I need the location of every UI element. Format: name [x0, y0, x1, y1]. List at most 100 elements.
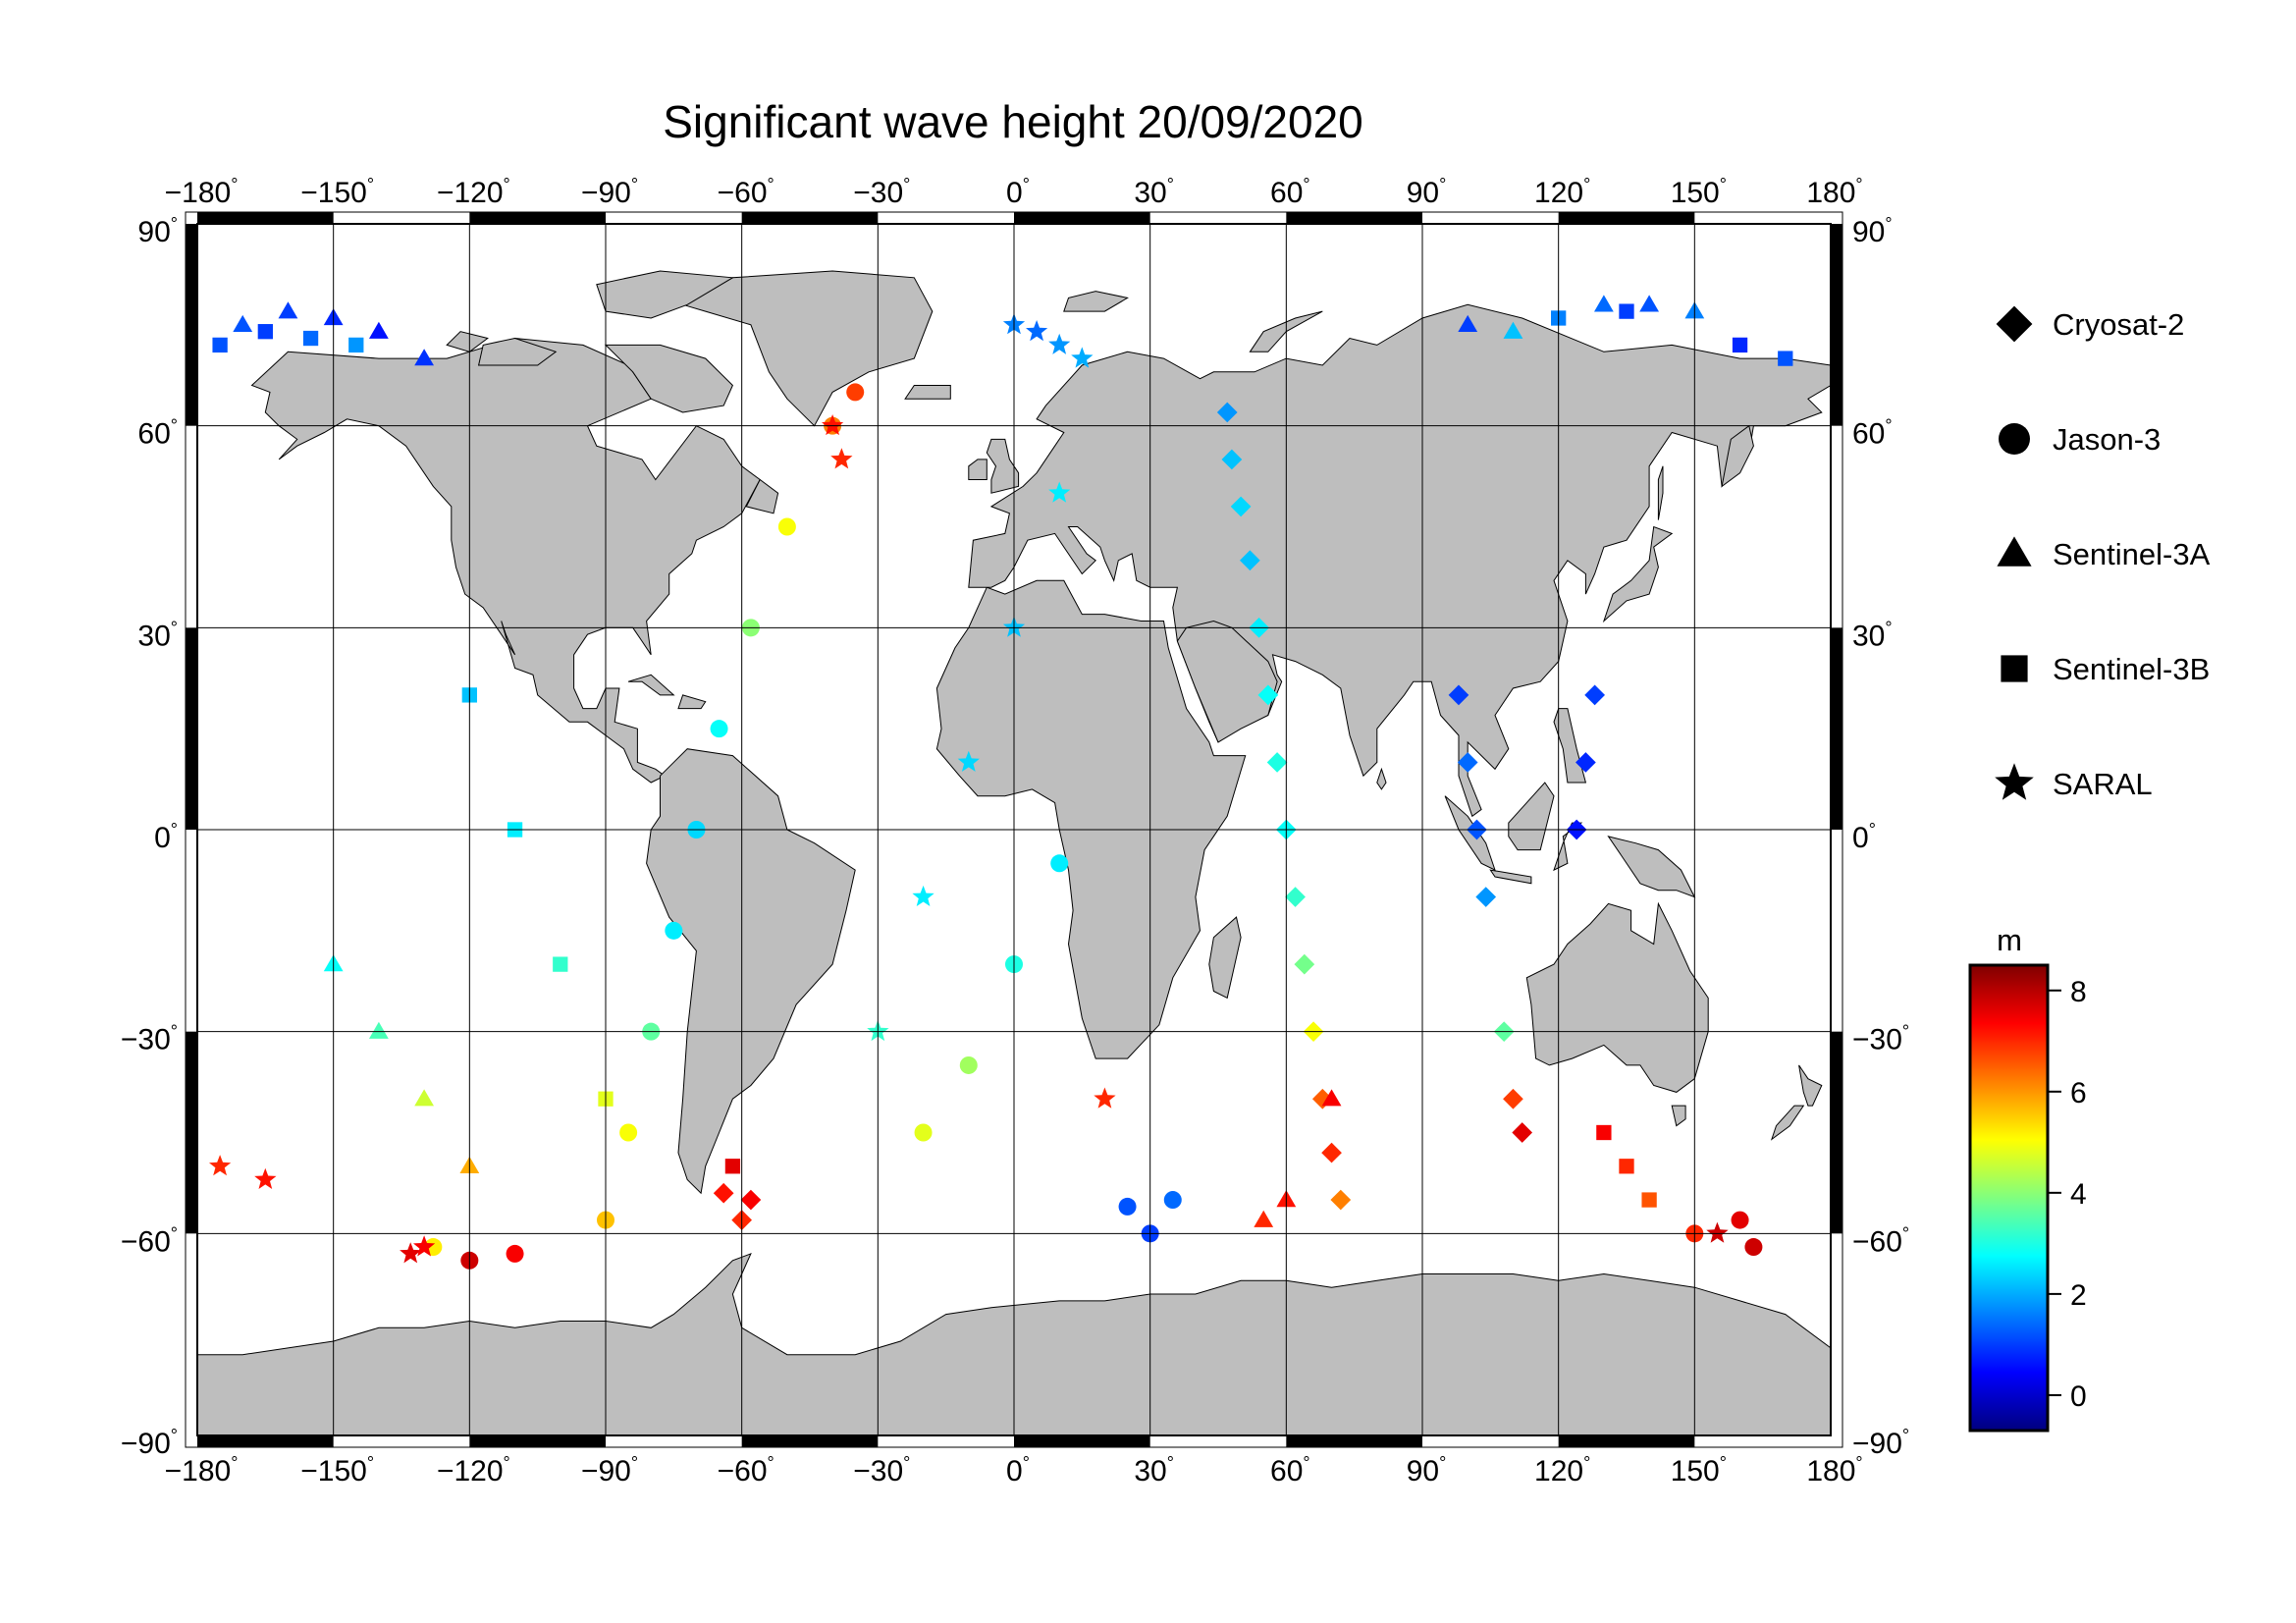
wave-height-point — [233, 314, 253, 333]
y-tick-label-right: 90° — [1852, 214, 1893, 248]
north-america-landmass — [250, 337, 761, 784]
wave-height-point — [302, 330, 319, 347]
wave-height-point — [957, 750, 980, 772]
wave-height-point — [1026, 320, 1048, 342]
altimeter-tracks — [209, 295, 1793, 1270]
y-tick-label-right: −30° — [1852, 1022, 1909, 1056]
x-tick-label-top: 150° — [1671, 175, 1727, 209]
wave-height-point — [1503, 321, 1523, 339]
wave-height-point — [1221, 449, 1243, 470]
legend-label: SARAL — [2053, 767, 2153, 801]
y-tick-label-left: 30° — [137, 618, 178, 652]
wave-height-point — [912, 885, 934, 906]
series-cryosat-2 — [713, 402, 1605, 1230]
wave-height-point — [1240, 550, 1260, 571]
y-tick-label-left: 90° — [137, 214, 178, 248]
x-tick-label-bottom: −90° — [581, 1453, 638, 1488]
new-zealand-south-landmass — [1770, 1105, 1805, 1141]
y-tick-label-right: 30° — [1852, 618, 1893, 652]
wave-height-point — [1778, 351, 1793, 366]
wave-height-point — [1048, 333, 1071, 354]
wave-height-point — [777, 517, 796, 536]
legend-label: Jason-3 — [2053, 422, 2161, 457]
wave-height-point — [1503, 1088, 1523, 1109]
tasmania-landmass — [1671, 1105, 1686, 1127]
wave-height-point — [740, 1189, 762, 1211]
hispaniola-landmass — [677, 694, 707, 710]
sri-lanka-landmass — [1376, 767, 1387, 790]
series-saral — [209, 313, 1729, 1264]
wave-height-point — [1512, 1122, 1533, 1143]
series-jason-3 — [424, 383, 1763, 1270]
x-tick-label-top: −90° — [581, 175, 638, 209]
wave-height-point — [959, 1055, 978, 1074]
wave-height-point — [1596, 1124, 1612, 1141]
wave-height-point — [1163, 1191, 1182, 1210]
wave-height-point — [348, 337, 364, 353]
legend-label: Sentinel-3B — [2053, 652, 2210, 686]
wave-height-point — [506, 1244, 524, 1263]
wave-height-point — [553, 956, 568, 972]
frame-segment-bottom — [197, 1435, 334, 1447]
sakhalin-landmass — [1657, 465, 1664, 520]
wave-height-point — [1330, 1189, 1352, 1211]
frame-segment-top — [1558, 212, 1695, 224]
wave-height-point — [1266, 752, 1288, 773]
sulawesi-landmass — [1553, 822, 1583, 872]
circle-icon — [1999, 423, 2030, 455]
wave-height-point — [724, 1159, 741, 1174]
frame-segment-bottom — [741, 1435, 879, 1447]
ireland-landmass — [968, 459, 988, 480]
x-tick-label-top: −180° — [165, 175, 239, 209]
legend-label: Sentinel-3A — [2053, 537, 2211, 571]
wave-height-point — [619, 1123, 638, 1142]
colorbar-ticks: 8 6 4 2 0 — [2048, 976, 2087, 1413]
x-tick-label-bottom: 60° — [1270, 1453, 1310, 1488]
java-landmass — [1489, 869, 1532, 885]
newfoundland-landmass — [745, 478, 779, 514]
wave-height-point — [254, 1167, 277, 1189]
new-zealand-north-landmass — [1798, 1064, 1823, 1107]
y-tick-label-left: −90° — [121, 1426, 178, 1460]
map-panel: −180° −180° −150° −150° −120° −120° −90° −90° −6… — [121, 175, 1909, 1488]
x-tick-label-bottom: −60° — [718, 1453, 774, 1488]
wave-height-point — [278, 301, 298, 319]
x-tick-label-bottom: −30° — [853, 1453, 910, 1488]
wave-height-point — [1731, 1211, 1749, 1229]
legend-item-jason-3: Jason-3 — [1999, 422, 2161, 457]
wave-height-point — [1230, 496, 1252, 517]
x-tick-label-top: 60° — [1270, 175, 1310, 209]
wave-height-point — [710, 720, 728, 738]
iceland-landmass — [904, 385, 951, 400]
svalbard-landmass — [1063, 291, 1129, 312]
wave-height-point — [1254, 1210, 1274, 1227]
frame-segment-bottom — [1014, 1435, 1150, 1447]
triangle-icon — [1997, 536, 2032, 567]
outer-frame — [185, 211, 1843, 1448]
frame-segment-bottom — [1558, 1435, 1695, 1447]
x-tick-label-bottom: −120° — [437, 1453, 510, 1488]
checkered-frame — [185, 211, 1843, 1448]
cuba-landmass — [627, 674, 675, 696]
x-tick-label-top: −30° — [853, 175, 910, 209]
wave-height-point — [846, 383, 865, 402]
wave-height-point — [1118, 1197, 1137, 1216]
wave-height-point — [1619, 303, 1634, 319]
x-tick-label-bottom: −150° — [300, 1453, 374, 1488]
frame-segment-left — [186, 627, 197, 830]
wave-height-point — [1641, 1192, 1657, 1208]
wave-height-point — [1458, 314, 1478, 333]
wave-height-point — [822, 414, 844, 436]
x-tick-label-top: 120° — [1534, 175, 1590, 209]
ellesmere-island-landmass — [596, 270, 734, 319]
new-guinea-landmass — [1607, 836, 1696, 898]
x-tick-label-top: −120° — [437, 175, 510, 209]
frame-segment-left — [186, 224, 197, 426]
banks-island-landmass — [446, 331, 489, 352]
frame-segment-left — [186, 1031, 197, 1234]
baffin-island-landmass — [604, 344, 733, 413]
wave-height-point — [1257, 684, 1279, 706]
great-britain-landmass — [986, 438, 1020, 494]
japan-landmass — [1602, 525, 1674, 623]
